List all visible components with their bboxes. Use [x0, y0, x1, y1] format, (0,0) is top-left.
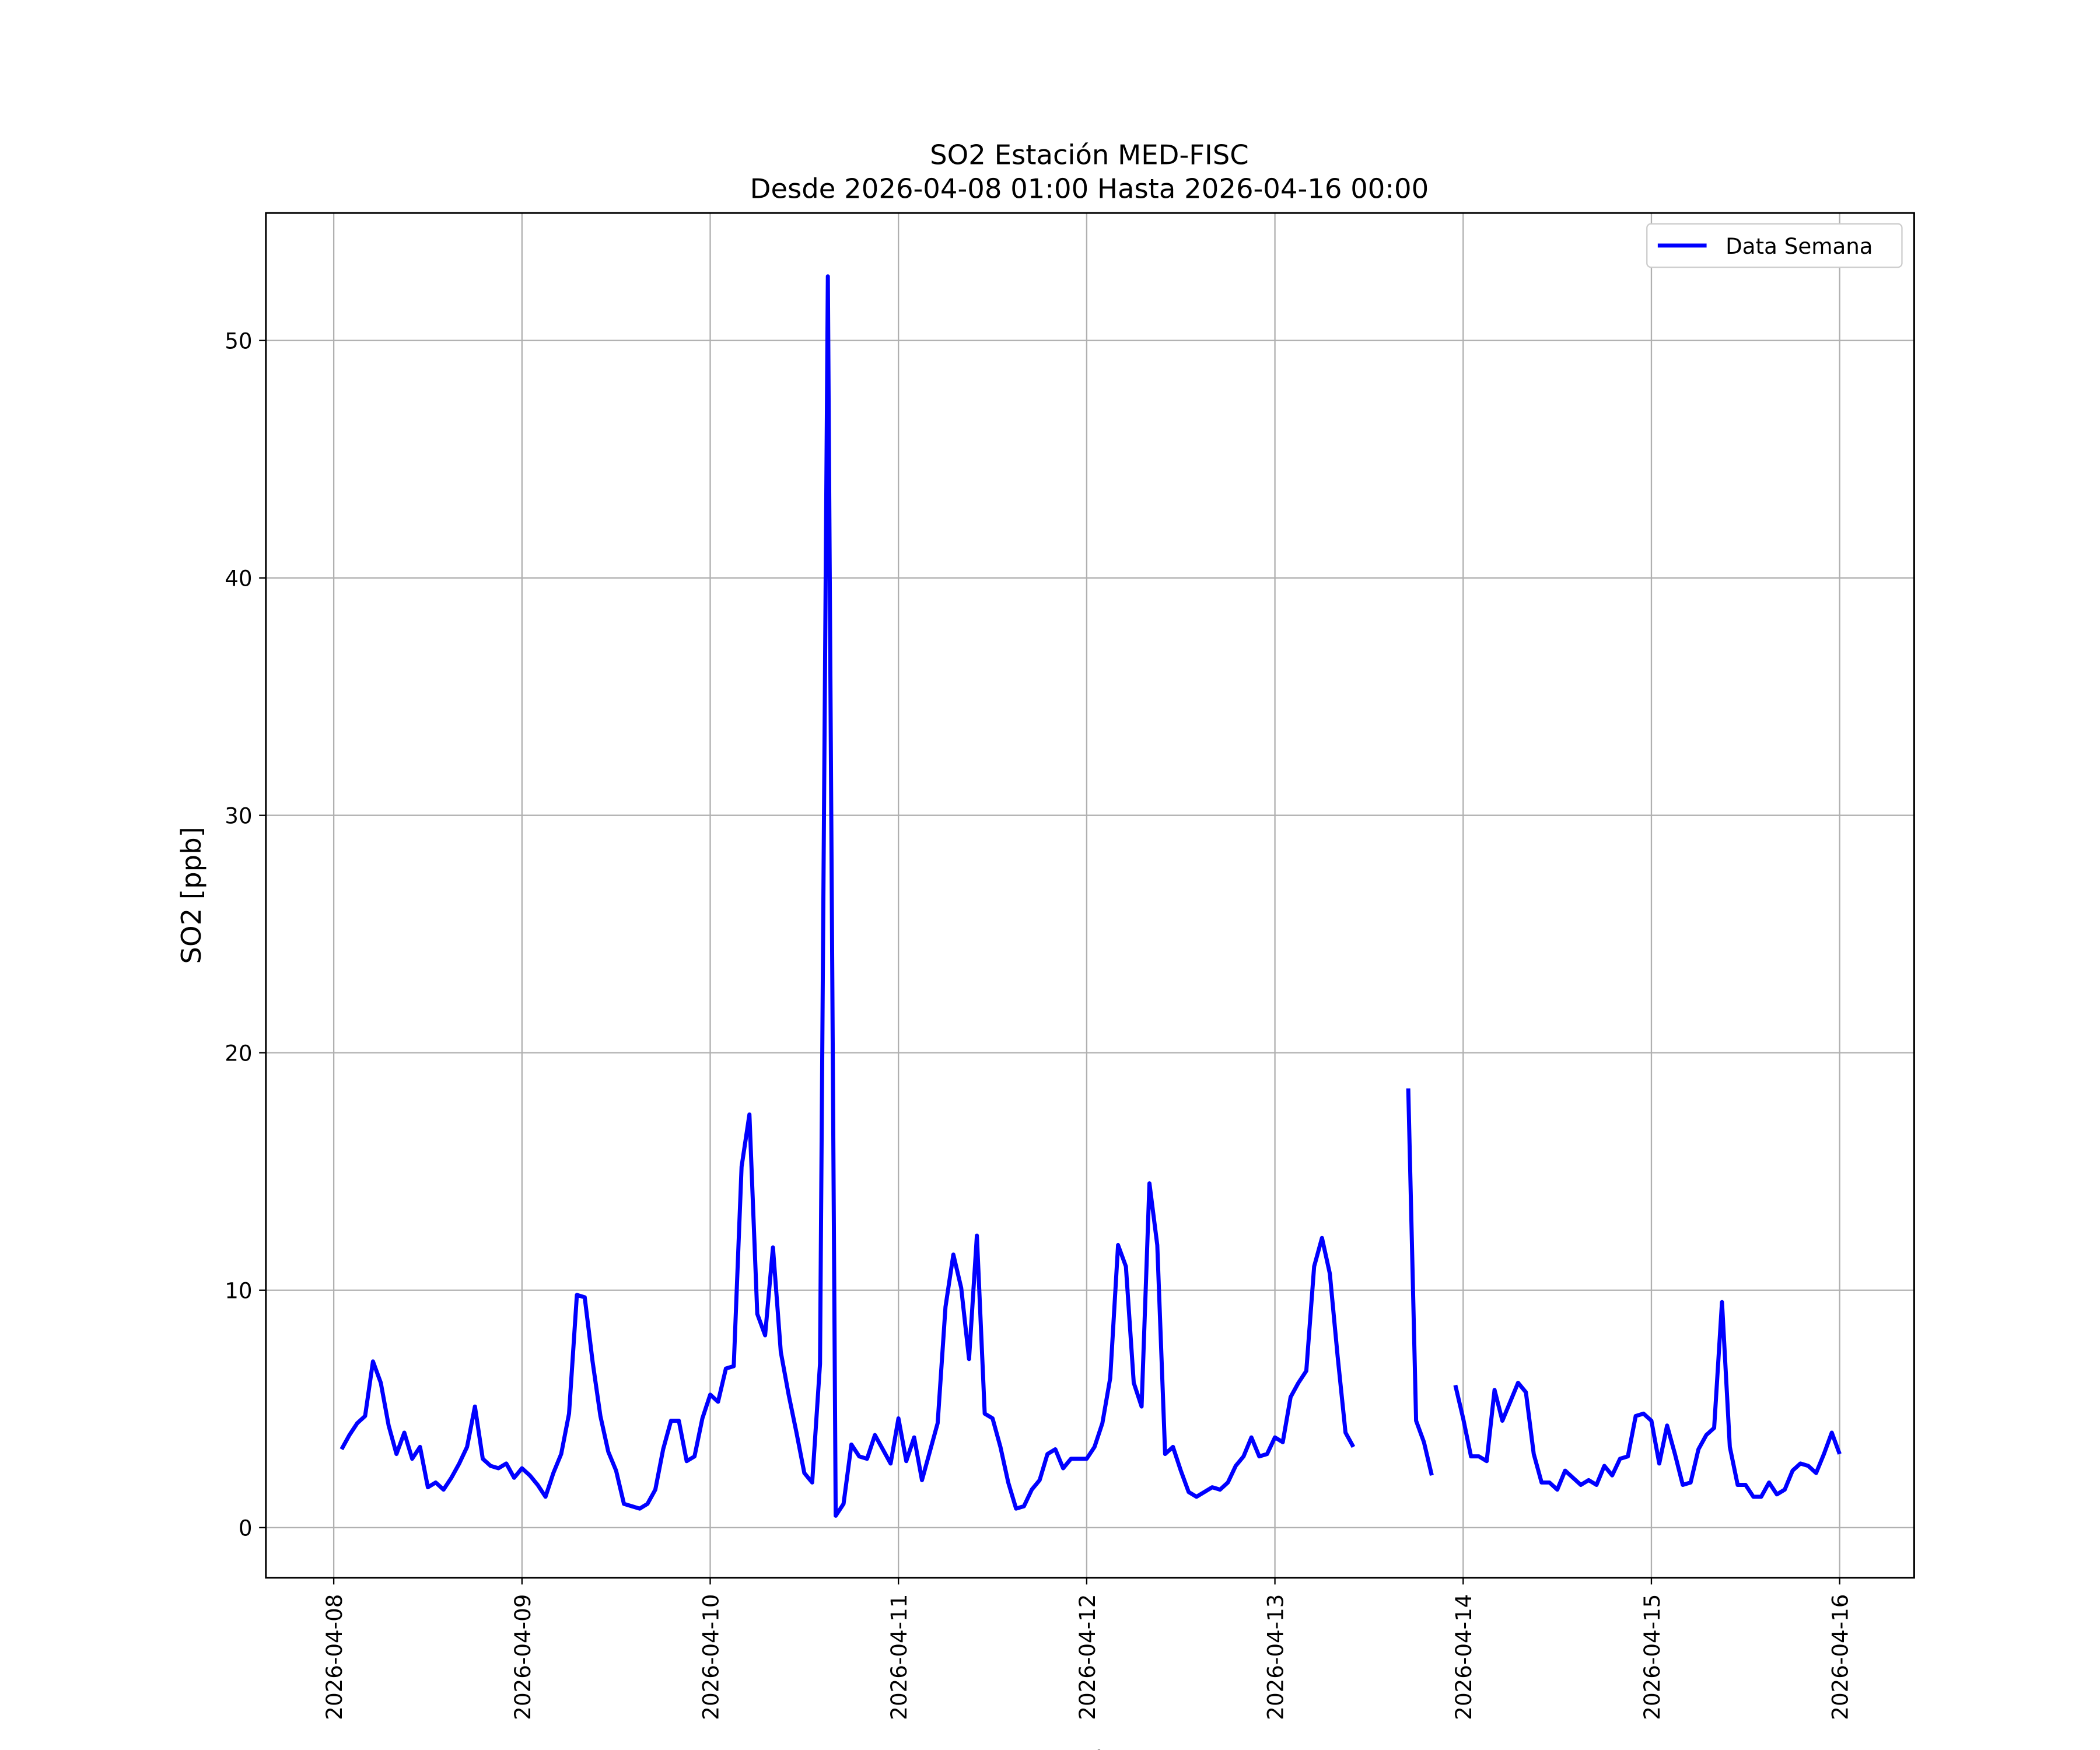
y-tick-label: 20: [225, 1041, 252, 1066]
x-tick-label: 2026-04-16: [1828, 1594, 1853, 1720]
x-tick-label: 2026-04-11: [886, 1594, 912, 1720]
y-axis-label: SO2 [ppb]: [176, 827, 207, 964]
x-tick-label: 2026-04-15: [1639, 1594, 1665, 1720]
x-tick-label: 2026-04-13: [1263, 1594, 1289, 1720]
chart-title: SO2 Estación MED-FISC: [930, 139, 1249, 170]
legend-label: Data Semana: [1726, 233, 1873, 259]
data-line: [340, 274, 1842, 1518]
x-tick-label: 2026-04-09: [510, 1594, 536, 1720]
x-tick-label: 2026-04-10: [698, 1594, 723, 1720]
x-tick-label: 2026-04-08: [321, 1594, 347, 1720]
chart-subtitle: Desde 2026-04-08 01:00 Hasta 2026-04-16 …: [750, 173, 1429, 205]
legend-box: [1646, 223, 1903, 268]
x-tick-label: 2026-04-14: [1451, 1594, 1476, 1720]
y-tick-label: 0: [239, 1516, 253, 1541]
y-tick-label: 40: [225, 566, 252, 592]
y-tick-label: 50: [225, 328, 252, 354]
y-tick-label: 30: [225, 803, 252, 829]
x-tick-label: 2026-04-12: [1074, 1594, 1100, 1720]
x-axis-label: Fecha: [1049, 1745, 1129, 1750]
y-tick-label: 10: [225, 1278, 252, 1304]
plot-frame: [265, 212, 1915, 1579]
